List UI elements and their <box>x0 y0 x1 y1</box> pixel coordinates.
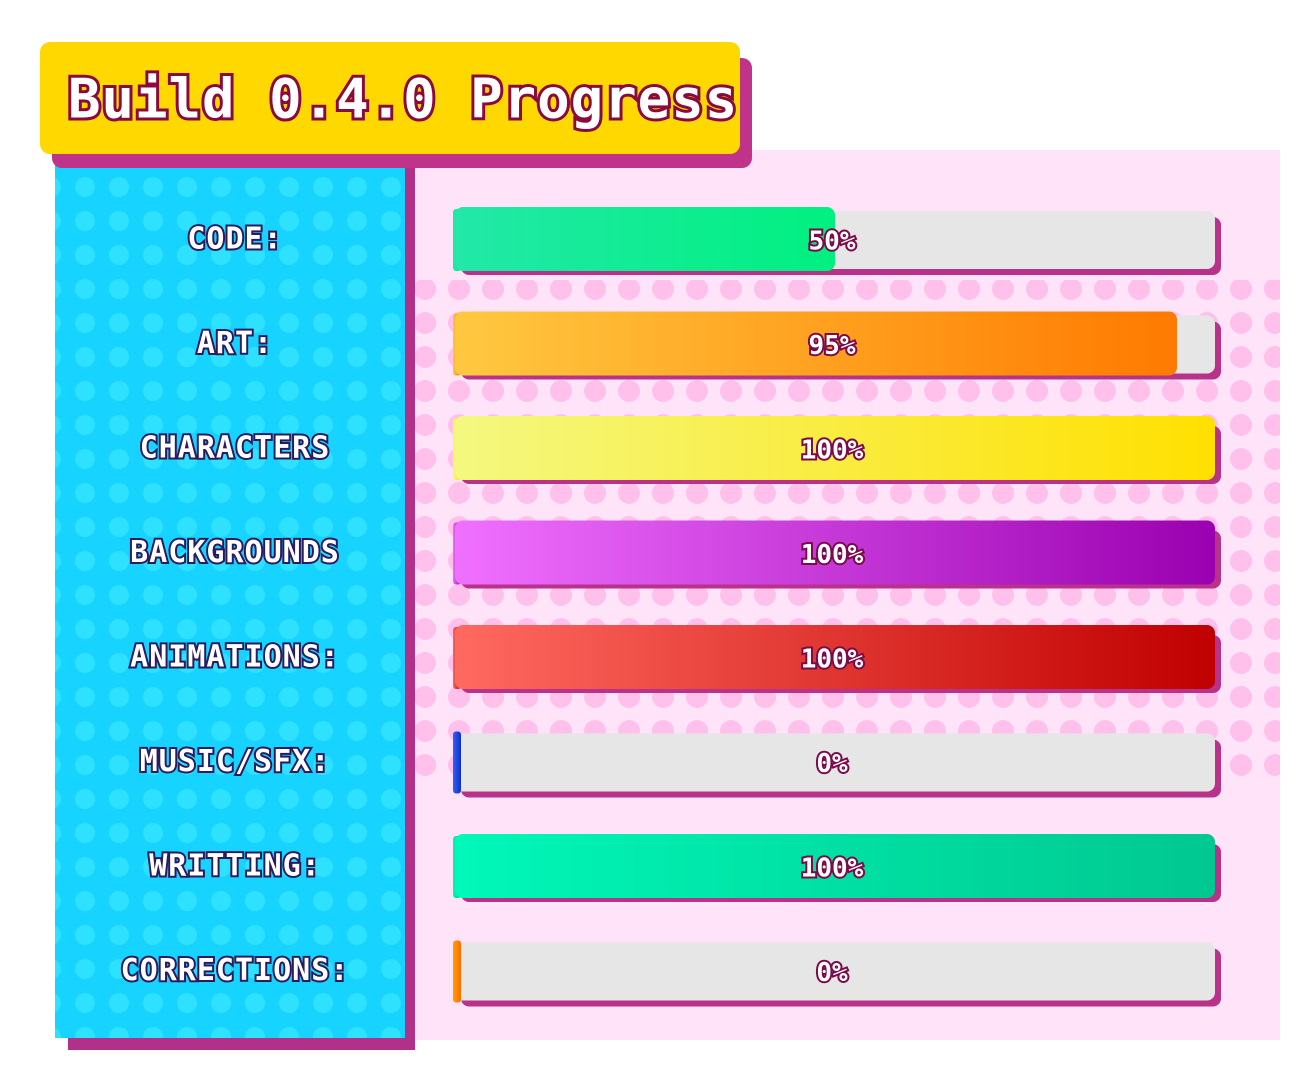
bar <box>455 834 1215 898</box>
category-label: ANIMATIONS: <box>130 640 340 675</box>
value-label: 100% <box>801 854 864 884</box>
bar <box>455 416 1215 480</box>
bar-cap <box>453 731 461 794</box>
bar <box>455 625 1215 689</box>
cyan-dots <box>55 150 405 1038</box>
bar <box>455 311 1177 376</box>
bar-cap <box>453 940 461 1003</box>
chart-title: Build 0.4.0 Progress <box>68 68 738 131</box>
category-label: MUSIC/SFX: <box>140 744 331 779</box>
banner <box>40 42 740 154</box>
track <box>455 942 1215 1001</box>
value-label: 95% <box>809 331 856 361</box>
category-label: CORRECTIONS: <box>121 953 350 988</box>
value-label: 100% <box>801 645 864 675</box>
track <box>455 733 1215 792</box>
category-label: WRITTING: <box>149 849 321 884</box>
bar <box>455 207 835 271</box>
category-label: BACKGROUNDS <box>130 535 340 570</box>
category-label: ART: <box>197 326 273 361</box>
category-label: CODE: <box>187 222 282 257</box>
value-label: 50% <box>809 227 856 257</box>
category-label: CHARACTERS <box>140 431 331 466</box>
value-label: 0% <box>816 749 848 779</box>
value-label: 100% <box>801 436 864 466</box>
bar <box>455 520 1215 585</box>
value-label: 0% <box>816 958 848 988</box>
value-label: 100% <box>801 540 864 570</box>
